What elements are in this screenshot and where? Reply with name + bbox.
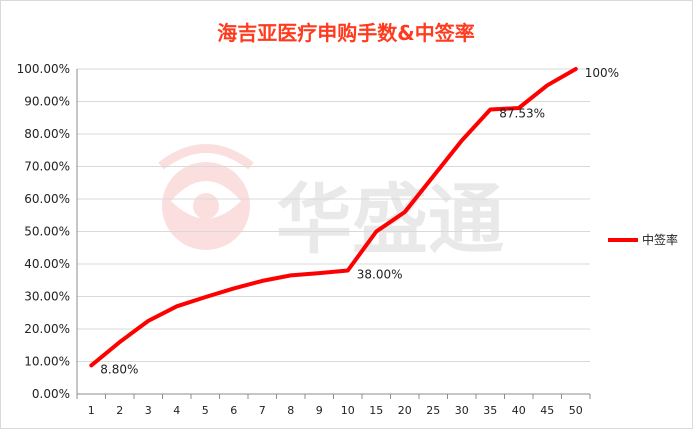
x-tick-label: 2	[116, 404, 123, 417]
legend: 中签率	[608, 232, 678, 247]
chart-title: 海吉亚医疗申购手数&中签率	[217, 21, 474, 45]
y-tick-label: 50.00%	[24, 225, 70, 239]
y-tick-label: 80.00%	[24, 127, 70, 141]
x-tick-label: 3	[145, 404, 152, 417]
x-tick-label: 10	[341, 404, 355, 417]
y-tick-label: 30.00%	[24, 290, 70, 304]
x-axis-ticks: 1 2 3 4 5 6 7 8 9 10 15 20 25 30 35 40 45 50	[76, 394, 591, 417]
y-tick-label: 40.00%	[24, 257, 70, 271]
series-layer	[89, 67, 578, 368]
y-tick-label: 10.00%	[24, 355, 70, 369]
x-tick-label: 5	[202, 404, 209, 417]
x-tick-label: 15	[369, 404, 383, 417]
data-labels: 8.80% 38.00% 87.53% 100%	[100, 66, 619, 376]
x-tick-label: 9	[316, 404, 323, 417]
x-tick-label: 50	[569, 404, 583, 417]
x-tick-label: 20	[398, 404, 412, 417]
x-tick-label: 25	[426, 404, 440, 417]
x-tick-label: 35	[483, 404, 497, 417]
data-label: 8.80%	[100, 362, 138, 376]
data-label: 87.53%	[499, 107, 545, 121]
y-tick-label: 100.00%	[17, 62, 70, 76]
y-tick-label: 90.00%	[24, 95, 70, 109]
x-tick-label: 40	[512, 404, 526, 417]
series-line	[89, 67, 578, 368]
y-tick-label: 60.00%	[24, 192, 70, 206]
x-tick-label: 30	[455, 404, 469, 417]
y-tick-label: 0.00%	[32, 387, 70, 401]
y-tick-label: 20.00%	[24, 322, 70, 336]
legend-label: 中签率	[642, 232, 678, 247]
y-axis-ticks: 0.00% 10.00% 20.00% 30.00% 40.00% 50.00% 60.00…	[17, 62, 70, 401]
x-tick-label: 6	[230, 404, 237, 417]
x-tick-label: 1	[88, 404, 95, 417]
x-tick-label: 8	[287, 404, 294, 417]
watermark-logo: 华盛通	[158, 144, 504, 264]
data-label: 38.00%	[357, 268, 403, 282]
x-tick-label: 7	[259, 404, 266, 417]
y-tick-label: 70.00%	[24, 160, 70, 174]
x-tick-label: 4	[173, 404, 180, 417]
data-label: 100%	[585, 66, 619, 80]
x-tick-label: 45	[540, 404, 554, 417]
watermark-text: 华盛通	[276, 175, 504, 264]
